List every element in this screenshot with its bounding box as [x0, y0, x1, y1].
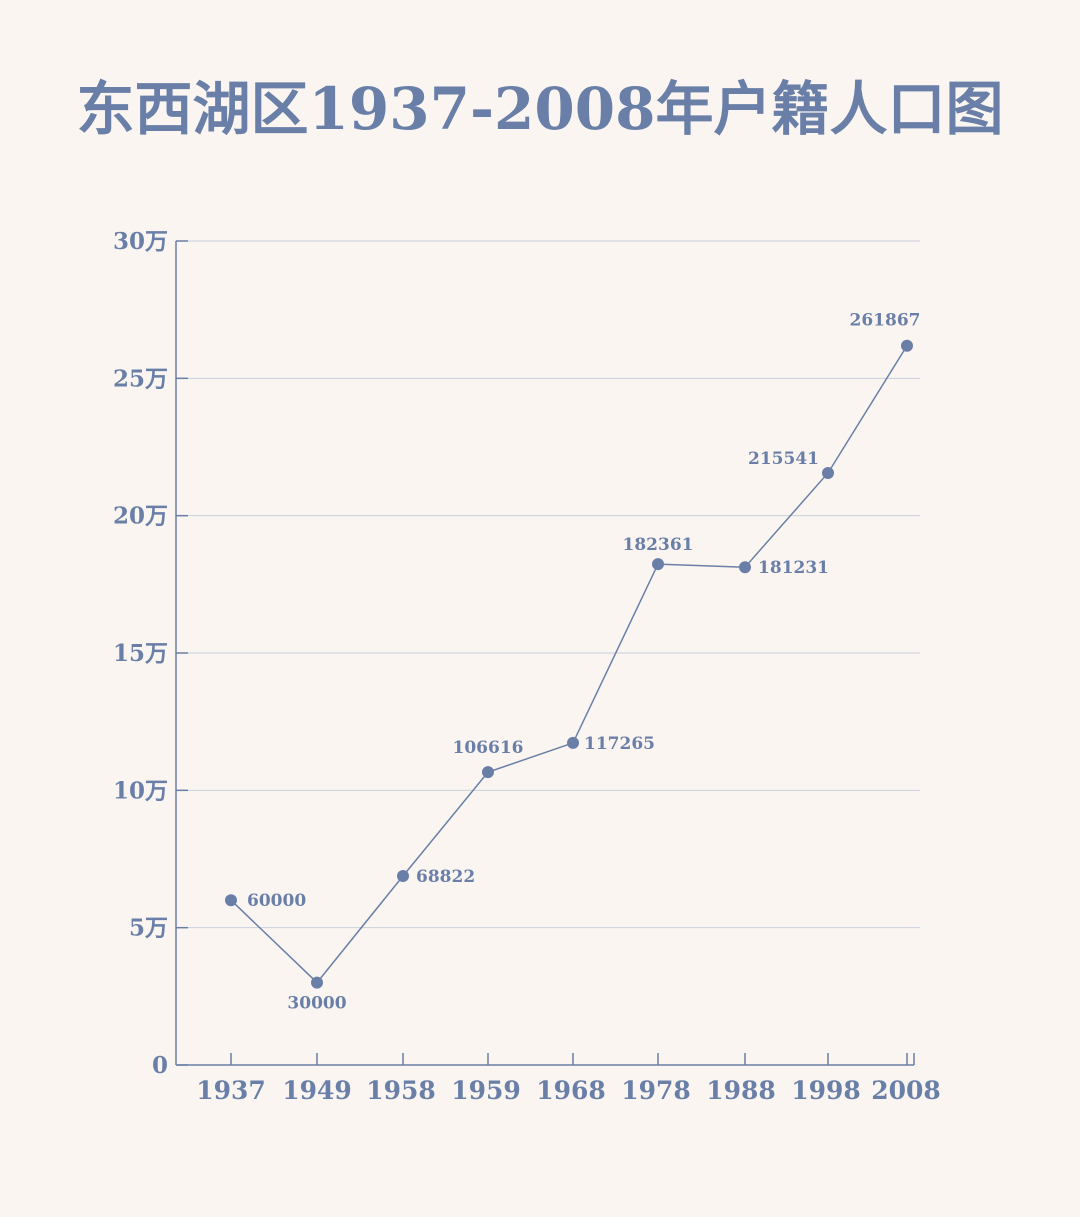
data-point	[225, 894, 237, 907]
data-label: 181231	[758, 558, 829, 578]
series-line	[230, 345, 908, 984]
x-tick-label: 1988	[706, 1076, 776, 1105]
data-point	[901, 339, 913, 352]
x-tick-label: 1949	[282, 1076, 352, 1105]
data-label: 117265	[584, 734, 655, 754]
y-tick-label: 30万	[113, 228, 168, 255]
x-tick-label: 1998	[791, 1076, 861, 1105]
data-label: 30000	[287, 994, 346, 1014]
data-label: 60000	[247, 891, 306, 911]
x-tick-label: 1958	[366, 1076, 436, 1105]
data-label: 261867	[850, 311, 921, 331]
data-point	[652, 558, 664, 571]
data-point	[397, 869, 409, 882]
data-label: 182361	[623, 535, 694, 555]
data-point	[311, 976, 323, 989]
y-tick-label: 5万	[129, 915, 168, 942]
data-point	[567, 736, 579, 749]
chart-title: 东西湖区1937-2008年户籍人口图	[76, 75, 1004, 143]
y-tick-label: 25万	[113, 365, 168, 392]
data-point	[822, 466, 834, 479]
data-label: 215541	[748, 449, 819, 469]
y-tick-label: 10万	[113, 777, 168, 804]
x-tick-label: 2008	[871, 1076, 941, 1105]
x-tick-label: 1959	[451, 1076, 521, 1105]
x-tick-label: 1968	[536, 1076, 606, 1105]
x-tick-label: 1937	[196, 1076, 266, 1105]
data-label: 68822	[416, 867, 475, 887]
x-tick-label: 1978	[621, 1076, 691, 1105]
y-tick-label: 0	[152, 1052, 168, 1079]
y-tick-label: 20万	[113, 503, 168, 530]
data-point	[482, 766, 494, 779]
data-point	[739, 561, 751, 574]
data-label: 106616	[453, 738, 524, 758]
y-tick-label: 15万	[113, 640, 168, 667]
